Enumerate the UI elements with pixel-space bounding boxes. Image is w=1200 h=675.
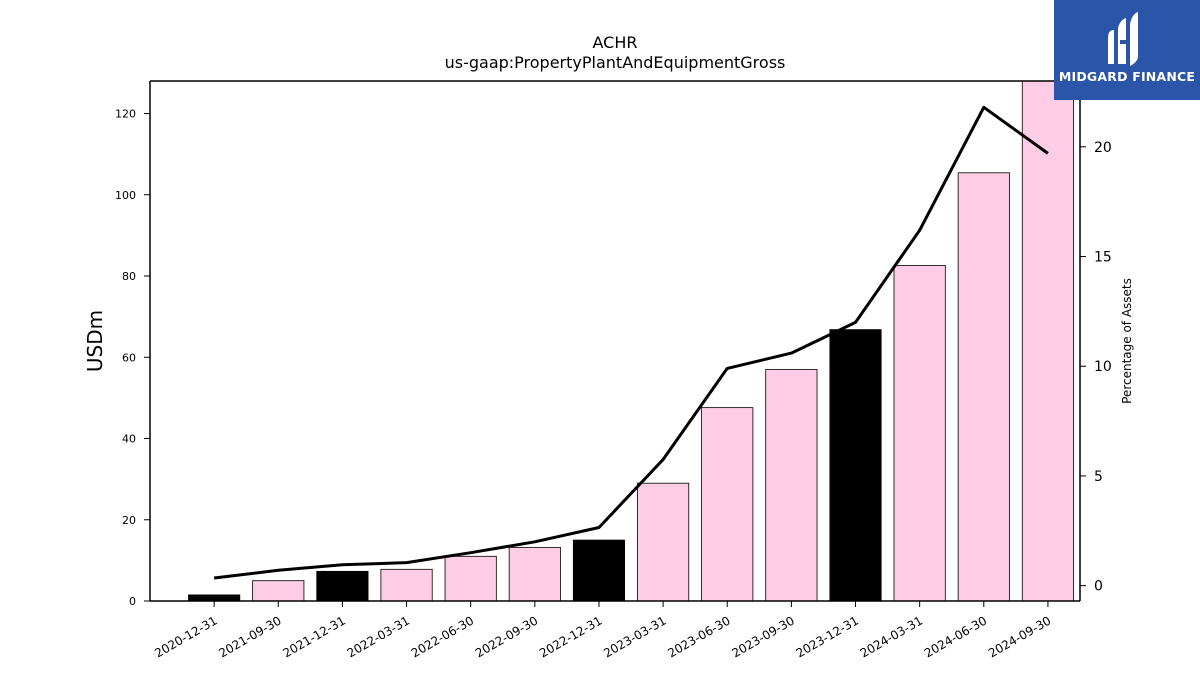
y-tick-label: 0 — [129, 595, 136, 608]
bar-2022-12-31 — [572, 539, 626, 601]
x-tick-label: 2021-09-30 — [216, 613, 283, 660]
bar-2021-12-31 — [316, 570, 369, 601]
x-tick-label: 2023-06-30 — [665, 613, 732, 660]
x-tick-label: 2023-12-31 — [794, 613, 861, 660]
y2-tick-label: 20 — [1094, 140, 1112, 156]
bar-2023-03-31 — [637, 482, 690, 601]
logo-text: MIDGARD FINANCE — [1058, 69, 1196, 84]
y-axis-label: USDm — [83, 310, 107, 372]
y-tick-label: 120 — [115, 108, 136, 121]
bar-2023-06-30 — [701, 407, 754, 601]
x-tick-label: 2022-12-31 — [537, 613, 604, 660]
bar-2024-09-30 — [1021, 81, 1074, 601]
x-tick-label: 2023-03-31 — [601, 613, 668, 660]
bar-2023-12-31 — [829, 329, 882, 601]
chart-title: ACHR — [593, 33, 638, 52]
x-tick-label: 2022-06-30 — [409, 613, 476, 660]
y-tick-label: 20 — [122, 514, 136, 527]
chart-subtitle: us-gaap:PropertyPlantAndEquipmentGross — [445, 53, 786, 72]
y2-tick-label: 5 — [1094, 469, 1103, 485]
y-tick-label: 80 — [122, 270, 136, 283]
x-tick-label: 2022-03-31 — [345, 613, 412, 660]
x-tick-label: 2024-06-30 — [922, 613, 989, 660]
y-tick-label: 100 — [115, 189, 136, 202]
bar-2024-03-31 — [893, 265, 946, 601]
x-tick-label: 2022-09-30 — [473, 613, 540, 660]
x-tick-label: 2021-12-31 — [281, 613, 348, 660]
x-tick-label: 2023-09-30 — [729, 613, 796, 660]
bar-2022-09-30 — [508, 546, 561, 601]
y-tick-label: 60 — [122, 351, 136, 364]
bar-2020-12-31 — [188, 594, 241, 601]
y2-tick-label: 10 — [1094, 359, 1112, 375]
midgard-finance-logo: MIDGARD FINANCE — [1054, 0, 1200, 100]
bar-2022-03-31 — [380, 568, 433, 601]
logo-mark-icon — [1108, 12, 1138, 66]
bar-2021-09-30 — [252, 580, 305, 601]
y-tick-label: 40 — [122, 433, 136, 446]
bar-2023-09-30 — [765, 369, 818, 601]
percentage-line — [213, 105, 1049, 580]
bar-2024-06-30 — [957, 172, 1010, 601]
y2-tick-label: 0 — [1094, 579, 1103, 595]
y2-axis-label: Percentage of Assets — [1120, 278, 1134, 404]
bar-2022-06-30 — [444, 555, 497, 601]
x-tick-label: 2020-12-31 — [152, 613, 219, 660]
x-tick-label: 2024-03-31 — [858, 613, 925, 660]
plot-area: 0 20 40 60 80 100 120 0 5 10 15 20 2020-12-312021-09… — [115, 80, 1112, 660]
x-tick-label: 2024-09-30 — [986, 613, 1053, 660]
y2-tick-label: 15 — [1094, 250, 1112, 266]
